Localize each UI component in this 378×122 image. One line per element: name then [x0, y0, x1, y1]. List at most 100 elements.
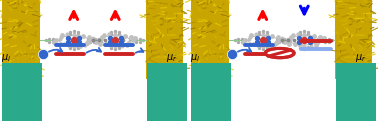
Point	[253, 33, 259, 35]
Point	[96, 41, 102, 42]
Point	[301, 48, 307, 50]
Point	[116, 33, 122, 35]
Point	[80, 35, 86, 37]
Point	[92, 38, 98, 40]
Point	[76, 41, 82, 43]
Point	[281, 38, 287, 40]
Point	[314, 42, 320, 44]
Point	[112, 39, 118, 41]
Point	[53, 39, 59, 41]
Point	[90, 39, 96, 41]
Point	[67, 31, 73, 33]
Point	[246, 38, 252, 40]
Point	[51, 41, 57, 43]
Point	[287, 39, 293, 41]
Point	[92, 41, 98, 42]
Point	[287, 38, 293, 40]
Point	[309, 39, 315, 41]
Point	[55, 43, 61, 45]
Point	[301, 33, 307, 35]
Text: $\mu_r$: $\mu_r$	[355, 52, 367, 64]
Point	[321, 37, 327, 39]
Point	[295, 33, 301, 35]
Point	[71, 39, 77, 41]
Point	[116, 46, 122, 48]
Point	[290, 34, 296, 36]
Point	[285, 41, 291, 42]
Point	[322, 38, 328, 40]
Point	[50, 38, 56, 40]
Point	[45, 38, 51, 40]
Point	[118, 41, 124, 43]
Point	[303, 39, 309, 41]
Point	[296, 37, 302, 39]
Point	[59, 34, 65, 36]
Point	[67, 47, 73, 49]
Bar	[2, 63, 42, 121]
Point	[107, 41, 113, 43]
Point	[65, 41, 71, 43]
Point	[239, 38, 245, 40]
Point	[260, 48, 266, 50]
Point	[283, 39, 289, 41]
Point	[88, 39, 94, 41]
Point	[274, 39, 280, 41]
Bar	[147, 63, 187, 121]
Point	[307, 37, 313, 39]
Point	[280, 38, 286, 40]
Bar	[191, 0, 229, 79]
Bar	[336, 63, 376, 121]
Point	[124, 44, 130, 46]
Point	[108, 31, 115, 33]
Point	[43, 39, 49, 41]
Point	[254, 37, 260, 39]
Point	[61, 43, 67, 45]
Point	[229, 53, 235, 55]
Point	[120, 39, 126, 41]
Point	[265, 37, 271, 39]
Point	[106, 33, 112, 35]
Point	[130, 39, 136, 41]
Point	[311, 35, 317, 37]
Point	[301, 30, 307, 32]
Point	[305, 46, 311, 48]
Point	[260, 39, 266, 41]
Point	[313, 44, 319, 46]
Point	[64, 33, 70, 35]
Point	[132, 37, 138, 39]
Point	[74, 33, 81, 35]
Point	[301, 45, 307, 47]
Point	[71, 45, 77, 47]
Point	[276, 41, 282, 42]
Point	[71, 30, 77, 32]
Point	[96, 43, 102, 45]
Point	[329, 39, 335, 41]
Point	[138, 41, 144, 42]
Point	[76, 37, 82, 39]
Point	[263, 46, 270, 48]
Point	[96, 39, 102, 41]
Point	[260, 30, 266, 32]
Point	[284, 39, 290, 41]
Point	[319, 39, 325, 41]
Point	[256, 33, 262, 35]
Point	[130, 39, 136, 41]
Point	[133, 38, 139, 40]
Point	[247, 36, 253, 38]
Point	[85, 41, 91, 43]
Point	[301, 39, 307, 41]
Point	[93, 41, 99, 43]
Point	[112, 34, 118, 36]
Point	[319, 39, 325, 41]
Text: $\mu_l$: $\mu_l$	[190, 52, 200, 64]
Point	[119, 45, 125, 47]
Point	[273, 42, 279, 44]
Point	[276, 36, 282, 38]
Point	[315, 41, 321, 43]
Point	[99, 36, 105, 38]
Point	[133, 41, 139, 42]
Point	[279, 37, 285, 39]
Bar	[191, 63, 231, 121]
Point	[58, 36, 64, 38]
Point	[77, 45, 83, 47]
